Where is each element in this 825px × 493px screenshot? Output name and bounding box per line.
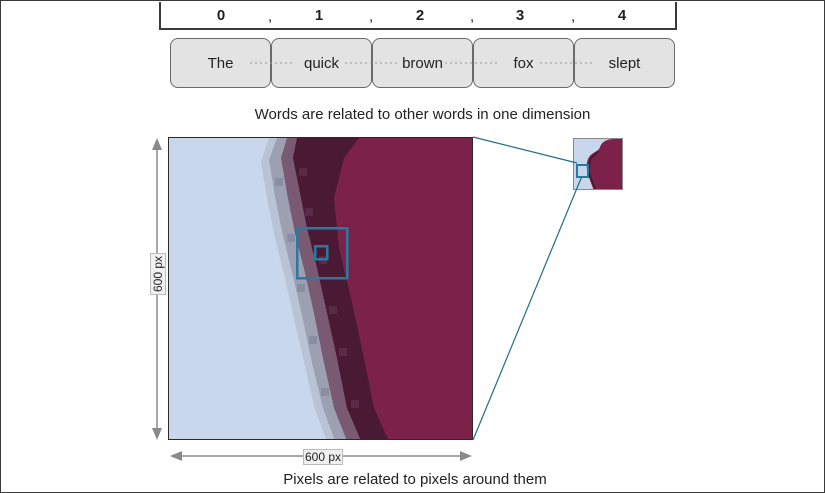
pixel-image xyxy=(168,137,473,440)
index-label: 2 xyxy=(415,7,425,24)
arrow-head-up xyxy=(152,138,162,150)
horizontal-dimension-label: 600 px xyxy=(303,449,343,465)
word-box: The xyxy=(170,38,271,88)
index-label: 4 xyxy=(617,7,627,24)
zoom-thumbnail-canvas xyxy=(574,139,622,189)
index-label: 1 xyxy=(314,7,324,24)
word-box: brown xyxy=(372,38,473,88)
zoom-connector-line xyxy=(472,136,578,164)
index-bracket xyxy=(159,2,677,30)
word-box: fox xyxy=(473,38,574,88)
comma: , xyxy=(268,8,273,25)
pixel-image-canvas xyxy=(169,138,472,439)
comma: , xyxy=(369,8,374,25)
arrow-head-left xyxy=(170,451,182,461)
caption-pixels: Pixels are related to pixels around them xyxy=(283,471,547,488)
caption-words: Words are related to other words in one … xyxy=(254,106,591,123)
arrow-head-right xyxy=(460,451,472,461)
arrow-head-down xyxy=(152,428,162,440)
index-label: 3 xyxy=(515,7,525,24)
vertical-dimension-label: 600 px xyxy=(150,253,166,295)
index-label: 0 xyxy=(216,7,226,24)
zoom-thumbnail xyxy=(573,138,623,190)
comma: , xyxy=(571,8,576,25)
zoom-connector-line xyxy=(472,175,583,441)
comma: , xyxy=(470,8,475,25)
